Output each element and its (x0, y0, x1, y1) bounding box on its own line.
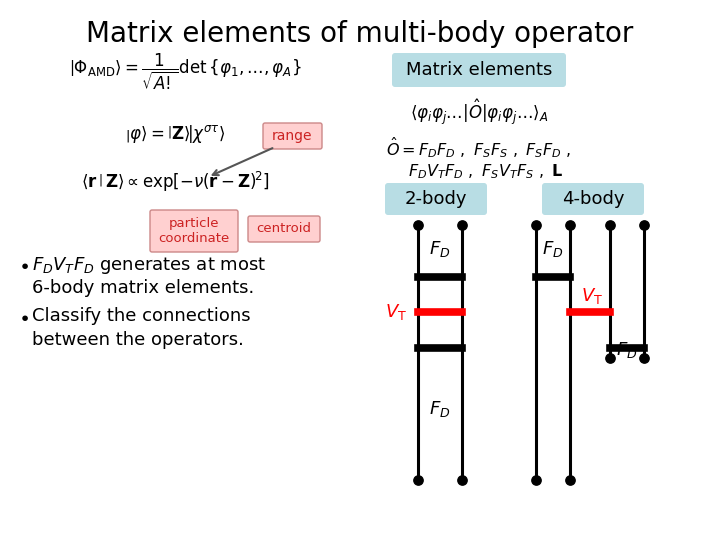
Text: $\bullet$: $\bullet$ (18, 255, 29, 274)
FancyBboxPatch shape (392, 53, 566, 87)
Text: $F_D$: $F_D$ (616, 340, 638, 360)
Text: Matrix elements: Matrix elements (406, 61, 552, 79)
Text: $V_{\mathrm{T}}$: $V_{\mathrm{T}}$ (385, 302, 407, 322)
FancyBboxPatch shape (542, 183, 644, 215)
Point (604, 221, 616, 230)
Point (413, 221, 424, 230)
Text: particle
coordinate: particle coordinate (158, 217, 230, 245)
Text: $F_D$: $F_D$ (429, 399, 451, 419)
Text: $F_D$: $F_D$ (429, 239, 451, 259)
Point (530, 476, 541, 484)
Text: $\langle\varphi_i\varphi_j\ldots|\hat{O}|\varphi_i\varphi_j\ldots\rangle_A$: $\langle\varphi_i\varphi_j\ldots|\hat{O}… (410, 97, 549, 127)
Text: $F_D$: $F_D$ (542, 239, 564, 259)
Point (604, 354, 616, 362)
Text: $F_D V_T F_D$ generates at most: $F_D V_T F_D$ generates at most (32, 255, 266, 276)
Text: $\left|\Phi_{\mathrm{AMD}}\right\rangle = \dfrac{1}{\sqrt{A!}}\det\left\{\varphi: $\left|\Phi_{\mathrm{AMD}}\right\rangle … (68, 52, 302, 92)
FancyBboxPatch shape (248, 216, 320, 242)
Text: $\bullet$: $\bullet$ (18, 307, 29, 326)
Text: $\left\langle\mathbf{r}\,\middle|\,\mathbf{Z}\right\rangle \propto \exp\!\left[-: $\left\langle\mathbf{r}\,\middle|\,\math… (81, 170, 269, 194)
FancyBboxPatch shape (385, 183, 487, 215)
Text: 6-body matrix elements.: 6-body matrix elements. (32, 279, 254, 297)
Text: 4-body: 4-body (562, 190, 624, 208)
Text: 2-body: 2-body (405, 190, 467, 208)
Text: $\left|\varphi\right\rangle = \left|\mathbf{Z}\right\rangle\!\left|\chi^{\sigma\: $\left|\varphi\right\rangle = \left|\mat… (125, 123, 225, 145)
Text: Matrix elements of multi-body operator: Matrix elements of multi-body operator (86, 20, 634, 48)
Point (564, 476, 576, 484)
Text: $F_D V_T F_D\ ,\ F_S V_T F_S\ ,\ \mathbf{L}$: $F_D V_T F_D\ ,\ F_S V_T F_S\ ,\ \mathbf… (408, 163, 564, 181)
FancyBboxPatch shape (150, 210, 238, 252)
Text: centroid: centroid (256, 222, 312, 235)
Point (413, 476, 424, 484)
Text: $\hat{O} = F_D F_D\ ,\ F_S F_S\ ,\ F_S F_D\ ,$: $\hat{O} = F_D F_D\ ,\ F_S F_S\ ,\ F_S F… (387, 136, 572, 160)
FancyBboxPatch shape (263, 123, 322, 149)
Point (456, 221, 468, 230)
Text: $V_{\mathrm{T}}$: $V_{\mathrm{T}}$ (581, 286, 603, 306)
Text: Classify the connections: Classify the connections (32, 307, 251, 325)
Text: between the operators.: between the operators. (32, 331, 244, 349)
Point (564, 221, 576, 230)
Point (638, 221, 649, 230)
Point (456, 476, 468, 484)
Point (638, 354, 649, 362)
Point (530, 221, 541, 230)
Text: range: range (271, 129, 312, 143)
